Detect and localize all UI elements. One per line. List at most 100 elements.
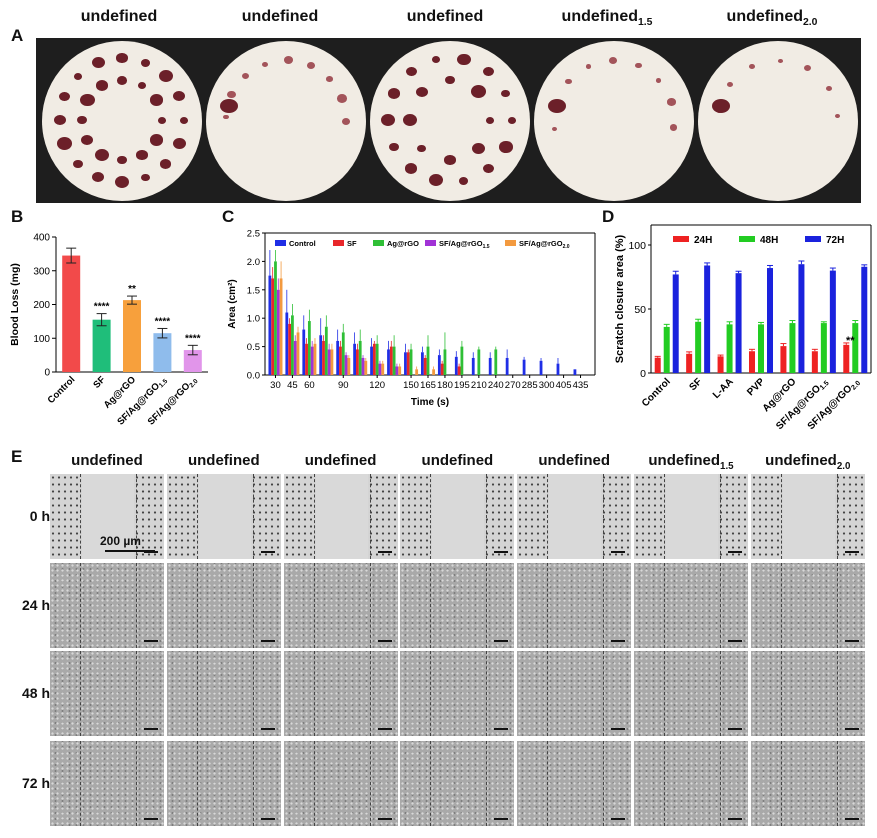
d-bar (811, 351, 818, 373)
scratch-edge-line (136, 474, 137, 559)
micrograph-tile (166, 651, 281, 736)
blood-stain (471, 142, 485, 154)
scratch-gap (666, 474, 718, 559)
c-x-tick-label: 90 (338, 380, 349, 391)
c-bar (392, 346, 396, 375)
blood-stain-large (712, 99, 730, 113)
c-bar (293, 340, 297, 375)
micrograph-tile (283, 741, 398, 826)
blood-stain (141, 173, 151, 182)
blood-stain (95, 79, 109, 91)
c-bar (358, 340, 362, 375)
blood-stain (405, 163, 418, 174)
scratch-edge-line (136, 741, 137, 826)
scale-bar (144, 551, 158, 553)
c-bar (330, 349, 334, 375)
c-bar (307, 321, 311, 375)
scratch-edge-line (80, 651, 81, 736)
d-bar (704, 265, 711, 373)
scratch-edge-line (430, 474, 432, 559)
d-bar (780, 346, 787, 373)
panel-e-column-title: undefined (538, 452, 611, 469)
scratch-edge-line (720, 474, 721, 559)
scratch-edge-line (430, 651, 432, 736)
c-bar (387, 349, 390, 375)
scratch-edge-line (780, 474, 782, 559)
b-bar (92, 319, 111, 372)
scratch-edge-line (780, 563, 782, 648)
c-y-tick-label: 2.0 (247, 257, 260, 268)
filter-paper-sf-ag-rgo-2-0 (698, 41, 858, 201)
c-bar (423, 357, 427, 375)
d-y-tick-label: 0 (640, 368, 646, 380)
c-y-tick-label: 0.5 (247, 342, 260, 353)
d-x-tick-label: PVP (745, 376, 767, 398)
b-bar (62, 255, 81, 372)
scratch-edge-line (547, 563, 549, 648)
c-bar (573, 369, 577, 375)
micrograph-tile (283, 474, 398, 559)
scratch-gap (315, 474, 368, 559)
d-bar (717, 356, 724, 373)
c-x-tick-label: 240 (488, 380, 504, 391)
filter-paper-control (42, 41, 202, 201)
blood-stain (77, 116, 87, 125)
scale-bar (611, 818, 626, 820)
d-x-tick-label: L-AA (711, 376, 736, 401)
c-bar (370, 346, 373, 375)
scratch-edge-line (252, 563, 254, 648)
b-y-tick-label: 0 (44, 368, 50, 379)
panel-e-column-title: undefined (71, 452, 143, 469)
scale-bar (494, 551, 509, 553)
blood-stain (565, 78, 572, 85)
scratch-edge-line (196, 651, 198, 736)
c-bar (279, 278, 283, 375)
blood-stain (116, 53, 128, 63)
blood-stain (387, 87, 401, 99)
scratch-edge-line (136, 563, 137, 648)
blood-stain (157, 116, 167, 124)
d-bar (820, 323, 827, 373)
blood-stain (402, 113, 418, 126)
c-bar (305, 343, 308, 375)
c-y-tick-label: 1.5 (247, 285, 260, 296)
d-legend-swatch (739, 236, 755, 242)
c-bar (409, 349, 413, 375)
scale-bar (844, 640, 859, 642)
blood-stain (57, 137, 73, 150)
blood-stain (59, 91, 70, 101)
scratch-edge-line (664, 474, 665, 559)
scratch-edge-line (252, 741, 254, 826)
b-y-tick-label: 200 (33, 300, 50, 311)
d-bar (695, 321, 702, 373)
d-bar (735, 273, 742, 373)
c-y-tick-label: 0.0 (247, 371, 260, 382)
d-legend-swatch (805, 236, 821, 242)
d-x-tick-label: SF (687, 376, 704, 393)
scratch-edge-line (547, 474, 549, 559)
blood-stain-large (220, 99, 238, 113)
filter-paper-sf (206, 41, 366, 201)
b-x-tick-label: Control (46, 374, 78, 406)
scratch-edge-line (486, 651, 488, 736)
c-x-tick-label: 195 (454, 380, 470, 391)
d-bar (726, 324, 733, 373)
scratch-edge-line (196, 474, 198, 559)
scratch-edge-line (369, 563, 371, 648)
c-bar (291, 315, 294, 375)
c-legend-swatch (505, 240, 516, 246)
c-x-tick-label: 210 (471, 380, 487, 391)
micrograph-tile (750, 563, 865, 648)
blood-stain-large (548, 99, 566, 113)
d-bar (672, 274, 679, 373)
blood-stain (429, 174, 444, 187)
c-y-tick-label: 2.5 (247, 229, 260, 240)
c-legend-swatch (373, 240, 384, 246)
scratch-edge-line (369, 651, 371, 736)
blood-stain (326, 76, 333, 83)
c-legend-swatch (333, 240, 344, 246)
scale-bar (144, 818, 158, 820)
c-bar (454, 356, 458, 375)
micrograph-tile: 200 µm (50, 474, 164, 559)
